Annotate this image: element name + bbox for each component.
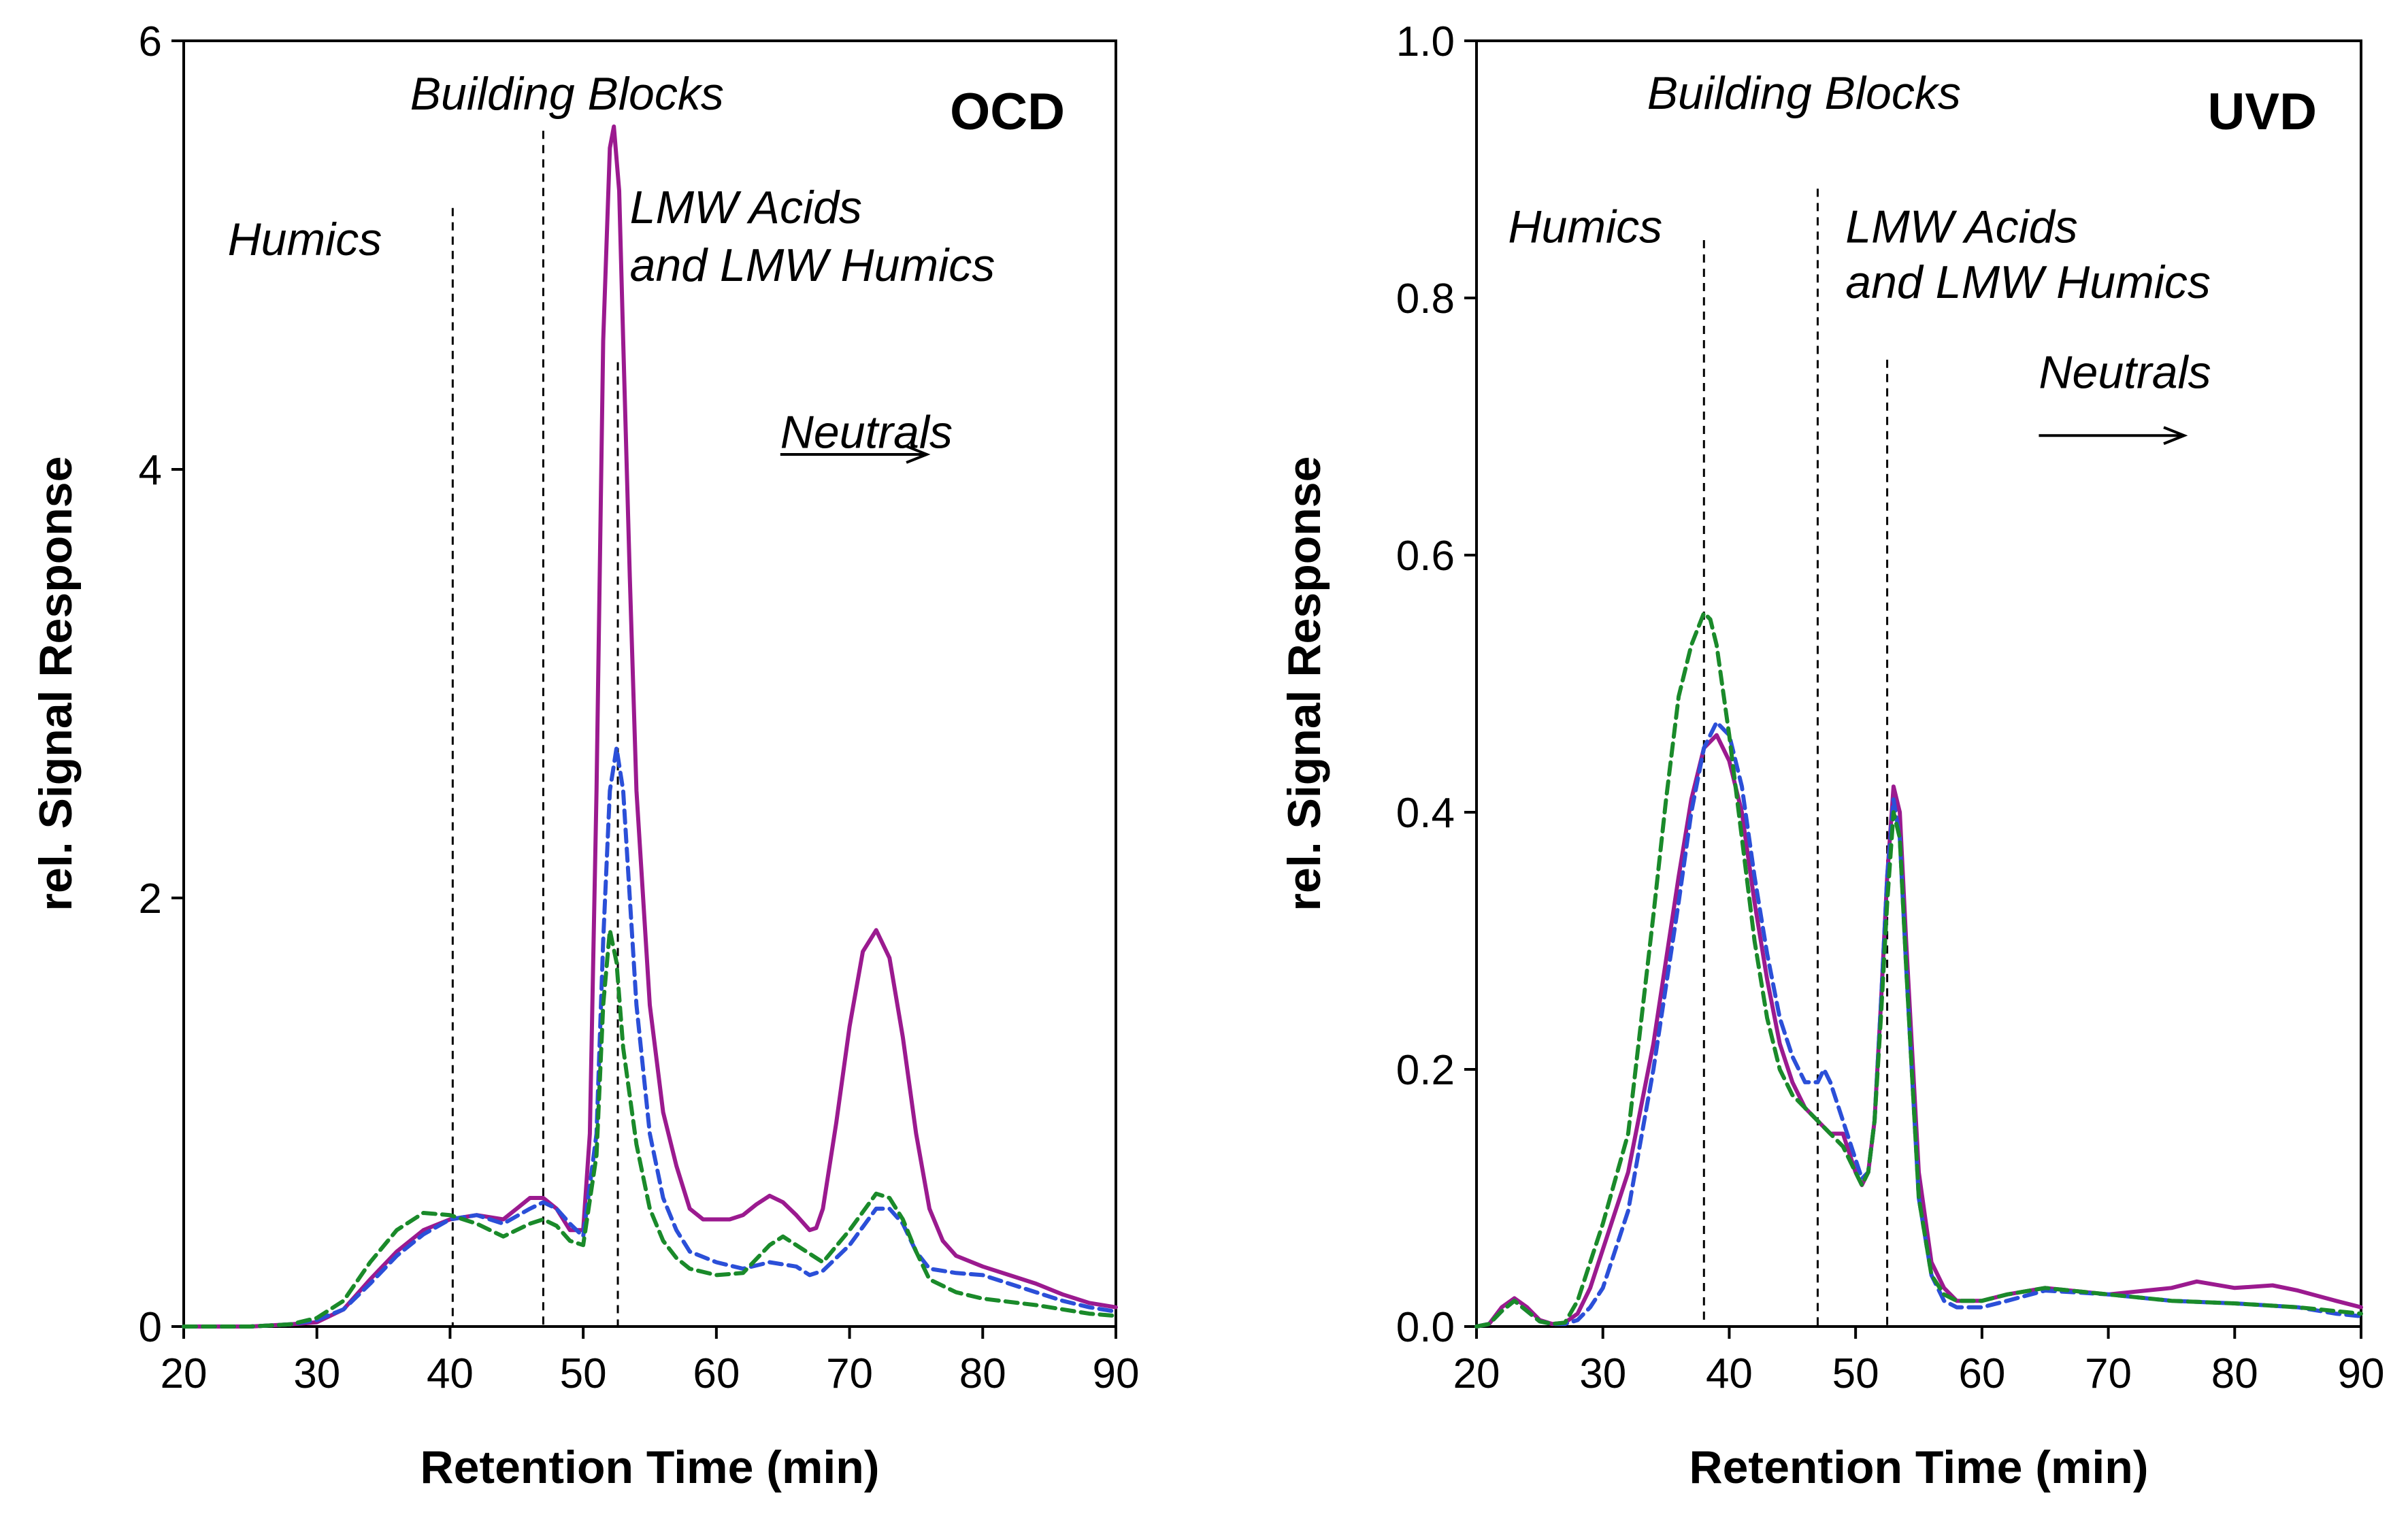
uvd-arrow-head xyxy=(2163,426,2188,446)
ocd-y-tick-label: 6 xyxy=(139,18,162,65)
uvd-x-axis: 20 30 40 50 60 70 80 90 xyxy=(1453,1327,2385,1397)
uvd-x-tick-label: 50 xyxy=(1832,1350,1879,1397)
ocd-x-tick-label: 70 xyxy=(826,1350,873,1397)
ocd-x-tick-label: 60 xyxy=(693,1350,740,1397)
uvd-x-tick-label: 60 xyxy=(1958,1350,2005,1397)
uvd-plot-frame xyxy=(1475,39,2362,1328)
uvd-y-tick-label: 0.2 xyxy=(1396,1047,1455,1094)
uvd-x-tick-label: 30 xyxy=(1579,1350,1626,1397)
uvd-region-label: LMW Acids xyxy=(1845,201,2077,253)
ocd-x-tick-label: 30 xyxy=(293,1350,340,1397)
uvd-y-tick-label: 0.6 xyxy=(1396,533,1455,580)
uvd-region-label: Humics xyxy=(1508,201,1662,253)
uvd-region-label: and LMW Humics xyxy=(1845,256,2211,308)
ocd-x-axis-title: Retention Time (min) xyxy=(420,1441,880,1493)
uvd-x-tick-label: 80 xyxy=(2211,1350,2258,1397)
uvd-x-tick-label: 90 xyxy=(2338,1350,2385,1397)
uvd-x-tick-label: 20 xyxy=(1453,1350,1500,1397)
ocd-x-tick-label: 40 xyxy=(427,1350,474,1397)
uvd-region-label: Neutrals xyxy=(2039,346,2211,398)
ocd-x-tick-label: 90 xyxy=(1093,1350,1140,1397)
ocd-plot-frame xyxy=(182,39,1117,1328)
ocd-y-tick-label: 2 xyxy=(139,876,162,922)
uvd-y-axis-title: rel. Signal Response xyxy=(1279,456,1330,912)
ocd-y-tick-label: 0 xyxy=(139,1304,162,1351)
ocd-region-label: and LMW Humics xyxy=(630,239,995,291)
ocd-x-tick-label: 50 xyxy=(560,1350,607,1397)
ocd-panel: 20 30 40 50 60 70 80 90 0 2 4 6 Humics Building Blo… xyxy=(30,18,1139,1493)
uvd-region-dividers xyxy=(1702,188,1889,1327)
ocd-x-tick-label: 20 xyxy=(161,1350,208,1397)
uvd-neutrals-arrow xyxy=(2039,426,2188,446)
uvd-series-blue xyxy=(1474,720,2363,1329)
ocd-y-axis-title: rel. Signal Response xyxy=(30,456,82,912)
ocd-region-label: Humics xyxy=(228,214,382,265)
ocd-x-tick-label: 80 xyxy=(959,1350,1006,1397)
uvd-x-tick-label: 70 xyxy=(2085,1350,2132,1397)
ocd-region-label: Building Blocks xyxy=(410,68,724,120)
uvd-y-tick-label: 0.0 xyxy=(1396,1304,1455,1351)
ocd-neutrals-arrow xyxy=(780,445,931,464)
uvd-y-tick-label: 0.4 xyxy=(1396,790,1455,837)
uvd-x-tick-label: 40 xyxy=(1706,1350,1753,1397)
ocd-series xyxy=(182,124,1118,1329)
ocd-region-label: Neutrals xyxy=(780,407,953,459)
ocd-series-magenta xyxy=(182,124,1118,1329)
uvd-series xyxy=(1474,611,2363,1329)
uvd-y-tick-label: 1.0 xyxy=(1396,18,1455,65)
ocd-panel-title: OCD xyxy=(950,83,1065,141)
ocd-region-label: LMW Acids xyxy=(630,182,862,233)
ocd-region-dividers xyxy=(451,131,619,1327)
ocd-region-labels: Humics Building Blocks LMW Acids and LMW Hu… xyxy=(228,68,995,459)
uvd-y-tick-label: 0.8 xyxy=(1396,276,1455,322)
uvd-series-green xyxy=(1474,611,2363,1329)
uvd-y-axis: 0.0 0.2 0.4 0.6 0.8 1.0 xyxy=(1396,18,1477,1351)
uvd-x-axis-title: Retention Time (min) xyxy=(1689,1441,2149,1493)
ocd-x-axis: 20 30 40 50 60 70 80 90 xyxy=(161,1327,1140,1397)
ocd-series-green xyxy=(182,928,1118,1329)
uvd-panel-title: UVD xyxy=(2208,83,2317,141)
ocd-arrow-head xyxy=(906,445,931,464)
uvd-panel: 20 30 40 50 60 70 80 90 0.0 0.2 0.4 0.6 0.8 1.0 Humi… xyxy=(1279,18,2384,1493)
ocd-y-axis: 0 2 4 6 xyxy=(139,18,184,1351)
ocd-series-blue xyxy=(182,746,1118,1329)
uvd-series-magenta xyxy=(1474,733,2363,1329)
ocd-y-tick-label: 4 xyxy=(139,447,162,494)
uvd-region-label: Building Blocks xyxy=(1647,67,1961,119)
